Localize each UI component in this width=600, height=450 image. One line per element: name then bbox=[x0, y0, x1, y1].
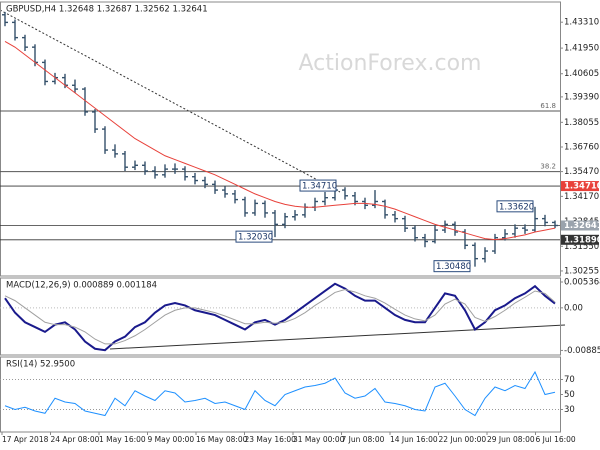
y-tick-label: 1.38055 bbox=[564, 118, 599, 128]
y-tick-label: 1.41950 bbox=[564, 44, 599, 54]
x-tick-label: 31 May 00:00 bbox=[293, 435, 345, 444]
callout-label: 1.33620 bbox=[499, 202, 534, 212]
fib-label: 38.2 bbox=[540, 163, 556, 171]
trend-line bbox=[0, 9, 341, 193]
y-tick-label: 50 bbox=[564, 390, 575, 400]
panel-title: RSI(14) 52.9500 bbox=[6, 360, 75, 370]
y-tick-label: -0.008853 bbox=[564, 346, 600, 356]
moving-average bbox=[4, 41, 556, 241]
level-label: 1.32641 bbox=[564, 221, 600, 231]
x-tick-label: 1 May 16:00 bbox=[99, 435, 146, 444]
x-tick-label: 29 Jun 08:00 bbox=[487, 435, 535, 444]
x-tick-label: 22 Jun 00:00 bbox=[439, 435, 487, 444]
x-tick-label: 14 Jun 16:00 bbox=[390, 435, 438, 444]
callout-box bbox=[496, 200, 534, 213]
indicator-line bbox=[4, 289, 556, 345]
panel-title: MACD(12,26,9) 0.000889 0.001184 bbox=[6, 281, 157, 291]
x-tick-label: 9 May 00:00 bbox=[148, 435, 195, 444]
callout-box bbox=[433, 260, 471, 273]
x-tick-label: 17 Apr 2018 bbox=[2, 435, 49, 444]
macd-trend-line bbox=[109, 324, 566, 350]
x-tick-label: 24 Apr 08:00 bbox=[51, 435, 100, 444]
callout-box bbox=[299, 179, 337, 192]
indicator-line bbox=[4, 370, 556, 417]
y-tick-label: 1.43310 bbox=[564, 18, 599, 28]
fib-label: 61.8 bbox=[540, 102, 556, 110]
panel-frame bbox=[0, 1, 561, 277]
x-tick-label: 6 Jul 16:00 bbox=[536, 435, 576, 444]
callout-box bbox=[235, 230, 273, 243]
y-tick-label: 1.35470 bbox=[564, 167, 599, 177]
panel-frame bbox=[0, 277, 561, 356]
level-box bbox=[561, 234, 599, 245]
y-tick-label: 0.005368 bbox=[564, 278, 600, 288]
y-tick-label: 1.34170 bbox=[564, 192, 599, 202]
callout-label: 1.34710 bbox=[302, 182, 337, 192]
y-tick-label: 0.00 bbox=[564, 303, 583, 313]
watermark: ActionForex.com bbox=[299, 51, 482, 76]
level-label: 1.31890 bbox=[564, 235, 600, 245]
x-tick-label: 23 May 16:00 bbox=[245, 435, 297, 444]
y-tick-label: 1.31550 bbox=[564, 242, 599, 252]
y-tick-label: 70 bbox=[564, 375, 575, 385]
x-tick-label: 16 May 08:00 bbox=[196, 435, 248, 444]
y-tick-label: 1.36760 bbox=[564, 143, 599, 153]
level-box bbox=[561, 220, 599, 231]
level-box bbox=[561, 181, 599, 192]
panel-title: GBPUSD,H4 1.32648 1.32687 1.32562 1.3264… bbox=[6, 5, 208, 15]
y-tick-label: 1.40605 bbox=[564, 69, 599, 79]
level-label: 1.34710 bbox=[564, 182, 600, 192]
y-tick-label: 1.39390 bbox=[564, 92, 599, 102]
y-tick-label: 1.30255 bbox=[564, 266, 599, 276]
x-tick-label: 7 Jun 08:00 bbox=[342, 435, 385, 444]
callout-label: 1.30480 bbox=[436, 262, 471, 272]
y-tick-label: 30 bbox=[564, 405, 575, 415]
callout-label: 1.32030 bbox=[238, 233, 273, 243]
